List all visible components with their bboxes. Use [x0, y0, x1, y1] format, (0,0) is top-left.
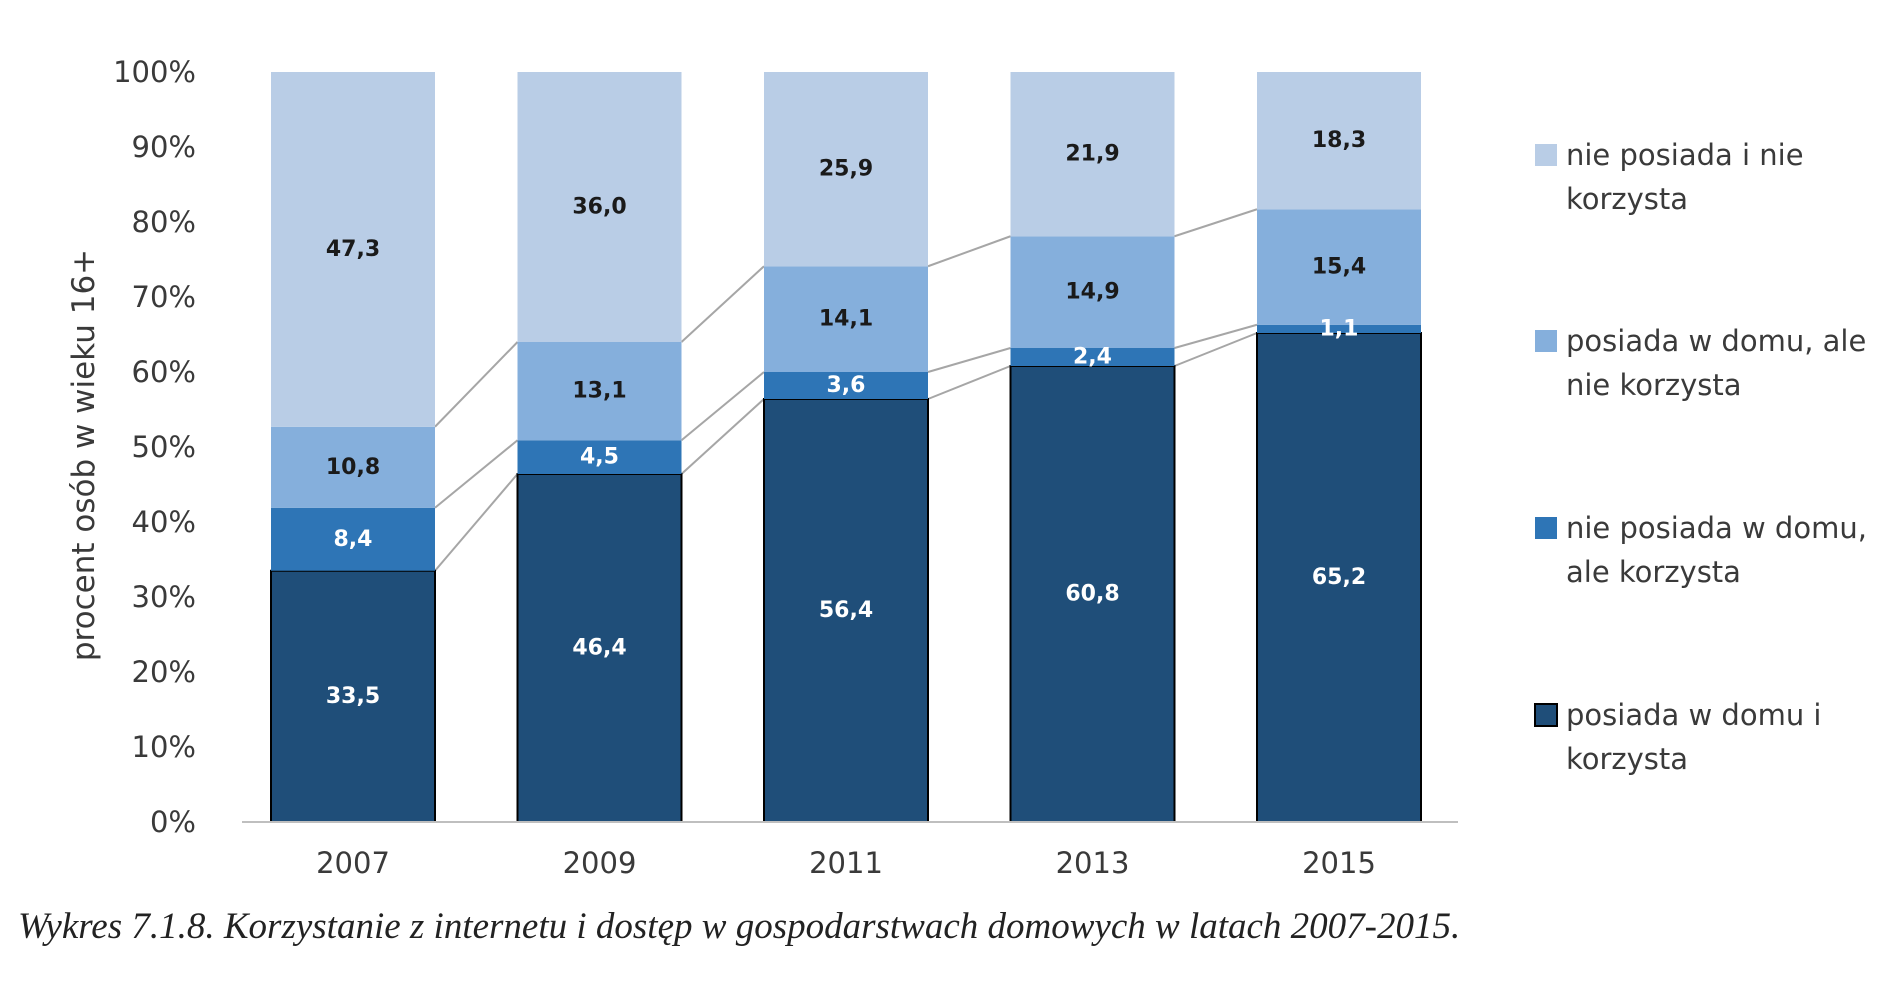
series-line	[1174, 323, 1258, 349]
data-labels: 33,5 8,4 10,8 47,3 46,4 4,5 13,1 36,0 56,4 3,6 14,…	[326, 128, 1366, 709]
legend-label: nie posiada i nie	[1566, 138, 1804, 172]
data-label: 46,4	[572, 636, 626, 661]
legend: nie posiada i nie korzysta posiada w domu,…	[1534, 138, 1867, 776]
legend-label: nie korzysta	[1566, 368, 1742, 402]
bar-segment	[763, 398, 929, 823]
data-label: 65,2	[1312, 565, 1366, 590]
bar-segment	[1257, 324, 1421, 333]
series-line	[927, 235, 1011, 268]
legend-label: nie posiada w domu,	[1566, 511, 1867, 545]
data-label: 14,9	[1065, 280, 1119, 305]
y-tick-label: 50%	[132, 430, 196, 464]
data-label: 4,5	[580, 445, 619, 470]
series-line	[680, 371, 765, 442]
bar-segment	[271, 507, 435, 571]
series-line	[927, 365, 1011, 400]
bar-segment	[764, 372, 928, 399]
legend-label: posiada w domu, ale	[1566, 324, 1866, 358]
data-label: 47,3	[326, 237, 380, 262]
bar-segment	[270, 569, 436, 823]
data-label: 36,0	[572, 195, 626, 220]
data-label: 25,9	[819, 157, 873, 182]
bar-segment	[516, 473, 683, 823]
x-tick-label: 2007	[316, 846, 390, 880]
legend-label: posiada w domu i	[1566, 698, 1821, 732]
series-line	[434, 439, 519, 509]
data-label: 1,1	[1320, 316, 1359, 341]
bar-segment	[1257, 72, 1421, 210]
y-tick-label: 10%	[132, 730, 196, 764]
data-label: 3,6	[827, 373, 866, 398]
x-axis-labels: 2007 2009 2011 2013 2015	[316, 846, 1376, 880]
bar-segment	[1010, 236, 1175, 348]
bar-segment	[1009, 365, 1176, 823]
bar-segment	[1010, 72, 1175, 237]
legend-swatch	[1535, 517, 1557, 539]
legend-label: korzysta	[1566, 742, 1688, 776]
stacked-bar-chart: 0% 10% 20% 30% 40% 50% 60% 70% 80% 90% 100% 33,5 8,…	[66, 55, 1867, 880]
bar-segment	[764, 72, 928, 267]
x-tick-label: 2013	[1056, 846, 1130, 880]
y-tick-label: 40%	[132, 505, 196, 539]
y-axis-title: procent osób w wieku 16+	[66, 249, 102, 661]
x-tick-label: 2009	[563, 846, 637, 880]
bar-segment	[517, 440, 682, 474]
series-line	[1174, 332, 1258, 367]
data-label: 14,1	[819, 307, 873, 332]
data-label: 15,4	[1312, 255, 1366, 280]
data-label: 8,4	[334, 527, 373, 552]
y-tick-label: 60%	[132, 355, 196, 389]
data-label: 2,4	[1073, 345, 1112, 370]
series-line	[434, 341, 519, 428]
series-line	[927, 347, 1011, 373]
bar-segment	[1010, 348, 1175, 366]
bar-segment	[271, 72, 435, 427]
y-tick-label: 0%	[150, 805, 196, 839]
y-tick-label: 100%	[113, 55, 196, 89]
bar-segment	[764, 266, 928, 372]
y-tick-label: 90%	[132, 130, 196, 164]
data-label: 60,8	[1065, 582, 1119, 607]
figure-caption: Wykres 7.1.8. Korzystanie z internetu i …	[18, 906, 1461, 947]
series-line	[680, 398, 765, 475]
series-line	[434, 473, 519, 572]
y-tick-label: 80%	[132, 205, 196, 239]
legend-label: korzysta	[1566, 182, 1688, 216]
data-label: 56,4	[819, 598, 873, 623]
data-label: 18,3	[1312, 128, 1366, 153]
legend-label: ale korzysta	[1566, 555, 1741, 589]
y-tick-label: 30%	[132, 580, 196, 614]
bar-segment	[517, 342, 682, 441]
bar-segment	[271, 426, 435, 508]
x-tick-label: 2011	[809, 846, 883, 880]
y-axis-ticks: 0% 10% 20% 30% 40% 50% 60% 70% 80% 90% 100%	[113, 55, 196, 839]
series-line	[680, 265, 765, 343]
legend-swatch	[1535, 330, 1557, 352]
series-line	[1174, 208, 1258, 238]
series-connector-lines	[434, 208, 1258, 572]
data-label: 21,9	[1065, 142, 1119, 167]
bar-segment	[1257, 209, 1421, 325]
data-label: 10,8	[326, 455, 380, 480]
y-tick-label: 20%	[132, 655, 196, 689]
y-tick-label: 70%	[132, 280, 196, 314]
legend-swatch	[1535, 144, 1557, 166]
data-label: 13,1	[572, 379, 626, 404]
bar-segment	[517, 72, 682, 342]
bars	[270, 72, 1422, 823]
x-tick-label: 2015	[1302, 846, 1376, 880]
data-label: 33,5	[326, 684, 380, 709]
legend-swatch	[1534, 703, 1558, 727]
